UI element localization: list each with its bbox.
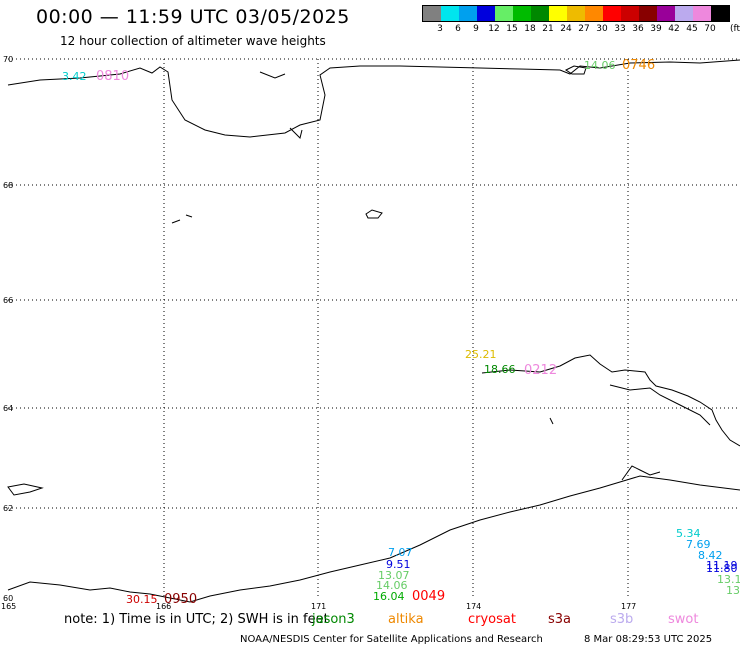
legend-swatch <box>495 6 513 21</box>
legend-tick-label: 18 <box>524 24 536 34</box>
obs-time: 0746 <box>622 58 655 73</box>
satellite-s3a: s3a <box>548 612 572 627</box>
obs-label: 3.42 <box>62 70 87 83</box>
coastline-north-bay <box>259 71 303 139</box>
legend-tick-label: 42 <box>668 24 680 34</box>
obs-label: 30.15 <box>126 593 158 606</box>
observation-labels: 3.42 0810 14.06 0746 25.21 18.66 0212 5.… <box>62 58 740 607</box>
lon-labels: 165 166 171 174 177 <box>1 602 636 611</box>
lon-label-177: 177 <box>621 602 636 611</box>
lat-label-62: 62 <box>3 504 13 513</box>
obs-time: 0212 <box>524 363 557 378</box>
obs-label: 11.80 <box>706 562 738 575</box>
legend-swatch <box>477 6 495 21</box>
legend-tick-label: 33 <box>614 24 626 34</box>
chart-title: 00:00 — 11:59 UTC 03/05/2025 <box>36 6 350 28</box>
legend-tick-label: 45 <box>686 24 698 34</box>
legend-swatch <box>585 6 603 21</box>
legend-swatch <box>567 6 585 21</box>
graticule <box>8 58 740 598</box>
legend-tick-label: 12 <box>488 24 500 34</box>
satellite-altika: altika <box>388 612 424 627</box>
legend-unit: (ft) <box>730 24 740 34</box>
legend-tick-label: 36 <box>632 24 644 34</box>
coastline-south-east <box>621 465 661 481</box>
obs-time: 0950 <box>164 592 197 607</box>
obs-label: 9.51 <box>386 558 411 571</box>
obs-label: 16.04 <box>373 590 405 603</box>
legend-tick-label: 24 <box>560 24 572 34</box>
obs-label: 7.69 <box>686 538 711 551</box>
island-small-a <box>171 214 193 224</box>
island-east-small <box>549 417 554 425</box>
legend-tick-label: 3 <box>437 24 443 34</box>
lat-label-68: 68 <box>3 181 13 190</box>
legend-swatch <box>621 6 639 21</box>
legend-swatch <box>423 6 441 21</box>
legend-tick-label: 39 <box>650 24 662 34</box>
credit-line: NOAA/NESDIS Center for Satellite Applica… <box>240 634 543 645</box>
legend-swatch <box>513 6 531 21</box>
lon-label-165: 165 <box>1 602 16 611</box>
legend-tick-label: 6 <box>455 24 461 34</box>
coastline-east-inner <box>609 384 711 426</box>
lon-label-174: 174 <box>466 602 481 611</box>
obs-label: 13 <box>726 584 740 597</box>
obs-time: 0049 <box>412 589 445 604</box>
legend-tick-label: 9 <box>473 24 479 34</box>
legend-swatch <box>657 6 675 21</box>
legend-swatch <box>639 6 657 21</box>
satellite-jason3: jason3 <box>312 612 355 627</box>
island-north <box>565 65 587 75</box>
lat-label-60: 60 <box>3 594 13 603</box>
legend-tick-label: 70 <box>704 24 716 34</box>
obs-label: 25.21 <box>465 348 497 361</box>
legend-swatch <box>459 6 477 21</box>
obs-label: 14.06 <box>376 579 408 592</box>
legend-tick-label: 27 <box>578 24 590 34</box>
satellite-s3b: s3b <box>610 612 634 627</box>
legend-swatch <box>531 6 549 21</box>
lat-labels: 70 68 66 64 62 60 <box>3 55 13 603</box>
chart-subtitle: 12 hour collection of altimeter wave hei… <box>60 34 326 48</box>
lat-label-66: 66 <box>3 296 13 305</box>
obs-label: 11.19 <box>706 559 738 572</box>
coastlines <box>7 59 740 603</box>
island-mid <box>365 209 383 219</box>
footer-note: note: 1) Time is in UTC; 2) SWH is in fe… <box>64 612 329 627</box>
legend-swatch <box>441 6 459 21</box>
obs-time: 0810 <box>96 69 129 84</box>
legend-tick-label: 15 <box>506 24 518 34</box>
satellite-swot: swot <box>668 612 699 627</box>
legend-swatch <box>693 6 711 21</box>
legend-color-bar <box>422 5 730 22</box>
obs-label: 8.42 <box>698 549 723 562</box>
lat-label-64: 64 <box>3 404 13 413</box>
lat-label-70: 70 <box>3 55 13 64</box>
legend-tick-label: 21 <box>542 24 554 34</box>
obs-label: 18.66 <box>484 363 516 376</box>
legend-swatch <box>603 6 621 21</box>
coastline-east <box>481 354 740 447</box>
legend-swatch <box>711 6 729 21</box>
coastline-north <box>7 59 740 138</box>
obs-label: 13.1 <box>717 573 740 586</box>
lon-label-166: 166 <box>156 602 171 611</box>
lon-label-171: 171 <box>311 602 326 611</box>
obs-label: 5.34 <box>676 527 701 540</box>
satellite-cryosat: cryosat <box>468 612 516 627</box>
legend-tick-label: 30 <box>596 24 608 34</box>
coastline-south <box>7 475 740 603</box>
island-west <box>7 483 44 496</box>
generated-timestamp: 8 Mar 08:29:53 UTC 2025 <box>584 634 713 645</box>
legend-swatch <box>675 6 693 21</box>
obs-label: 14.06 <box>584 59 616 72</box>
obs-label: 7.07 <box>388 546 413 559</box>
legend-swatch <box>549 6 567 21</box>
obs-label: 13.07 <box>378 569 410 582</box>
